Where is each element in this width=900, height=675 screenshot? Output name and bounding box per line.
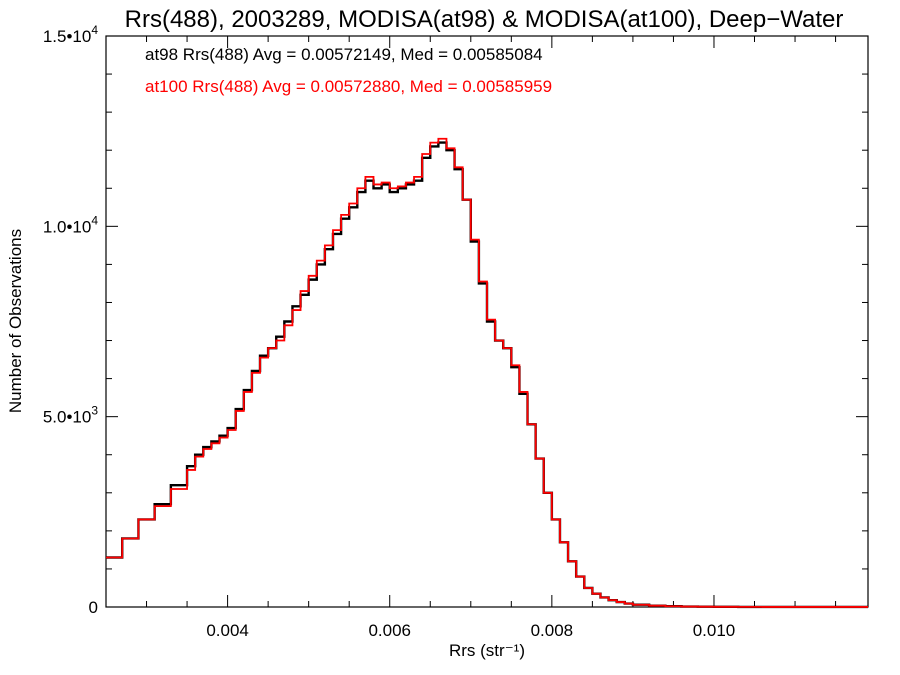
tick-labels: 0.004 0.006 0.008 0.01005.0•1031.0•1041.5•1… — [43, 23, 735, 640]
y-tick-label-exponent: 4 — [91, 213, 98, 227]
chart-title: Rrs(488), 2003289, MODISA(at98) & MODISA… — [125, 6, 844, 33]
y-tick-label-exponent: 3 — [91, 404, 98, 418]
y-tick-label-base: 1.5•10 — [43, 27, 92, 46]
y-axis-label: Number of Observations — [6, 229, 25, 413]
series-group — [106, 137, 868, 609]
y-tick-label-base: 5.0•10 — [43, 408, 92, 427]
x-tick-label: 0.010 — [693, 621, 736, 640]
y-tick-label-base: 1.0•10 — [43, 217, 92, 236]
series-line-at100 — [106, 137, 868, 608]
y-tick-label: 0 — [89, 598, 98, 617]
y-tick-label: 1.5•104 — [43, 23, 99, 46]
y-tick-label-base: 0 — [89, 598, 98, 617]
x-tick-label: 0.008 — [531, 621, 574, 640]
series-line-at98 — [106, 141, 868, 609]
y-tick-label: 5.0•103 — [43, 404, 99, 427]
legend-text-at100: at100 Rrs(488) Avg = 0.00572880, Med = 0… — [145, 77, 552, 96]
x-tick-label: 0.004 — [206, 621, 249, 640]
plot-frame — [105, 35, 869, 608]
y-tick-label-exponent: 4 — [91, 23, 98, 37]
x-axis-label: Rrs (str⁻¹) — [449, 641, 525, 660]
legend-text-at98: at98 Rrs(488) Avg = 0.00572149, Med = 0.… — [145, 45, 543, 64]
x-tick-label: 0.006 — [368, 621, 411, 640]
y-tick-label: 1.0•104 — [43, 213, 99, 236]
axis-ticks — [105, 35, 868, 608]
